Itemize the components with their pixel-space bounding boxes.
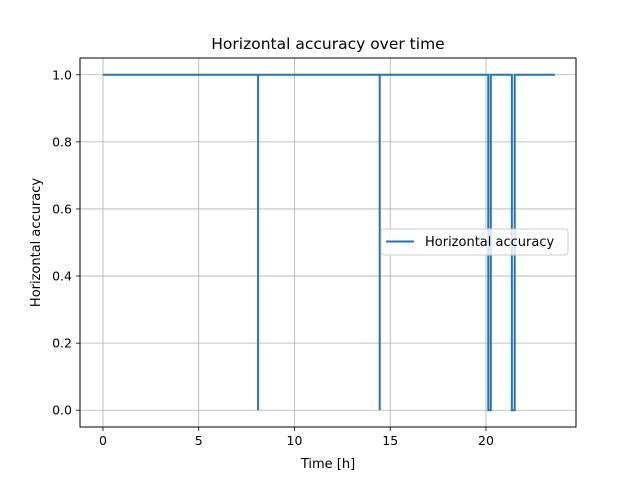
x-tick-label: 5 xyxy=(195,433,203,448)
x-tick-label: 15 xyxy=(382,433,398,448)
legend-label: Horizontal accuracy xyxy=(425,235,554,250)
y-tick-label: 0.4 xyxy=(52,269,72,284)
y-tick-label: 1.0 xyxy=(52,67,72,82)
y-tick-label: 0.8 xyxy=(52,134,72,149)
y-axis-title: Horizontal accuracy xyxy=(29,178,44,307)
y-tick-label: 0.2 xyxy=(52,336,72,351)
ticks: 0 5 10 15 20 0.0 0.2 0.4 0.6 0.8 1.0 xyxy=(52,67,494,448)
chart-title: Horizontal accuracy over time xyxy=(211,35,444,53)
x-axis-title: Time [h] xyxy=(300,457,355,472)
x-tick-label: 10 xyxy=(287,433,303,448)
x-tick-label: 0 xyxy=(99,433,107,448)
legend: Horizontal accuracy xyxy=(380,228,569,256)
x-tick-label: 20 xyxy=(478,433,494,448)
y-tick-label: 0.6 xyxy=(52,201,72,216)
legend-box xyxy=(380,228,569,256)
y-tick-label: 0.0 xyxy=(52,403,72,418)
plot-frame xyxy=(79,57,577,428)
